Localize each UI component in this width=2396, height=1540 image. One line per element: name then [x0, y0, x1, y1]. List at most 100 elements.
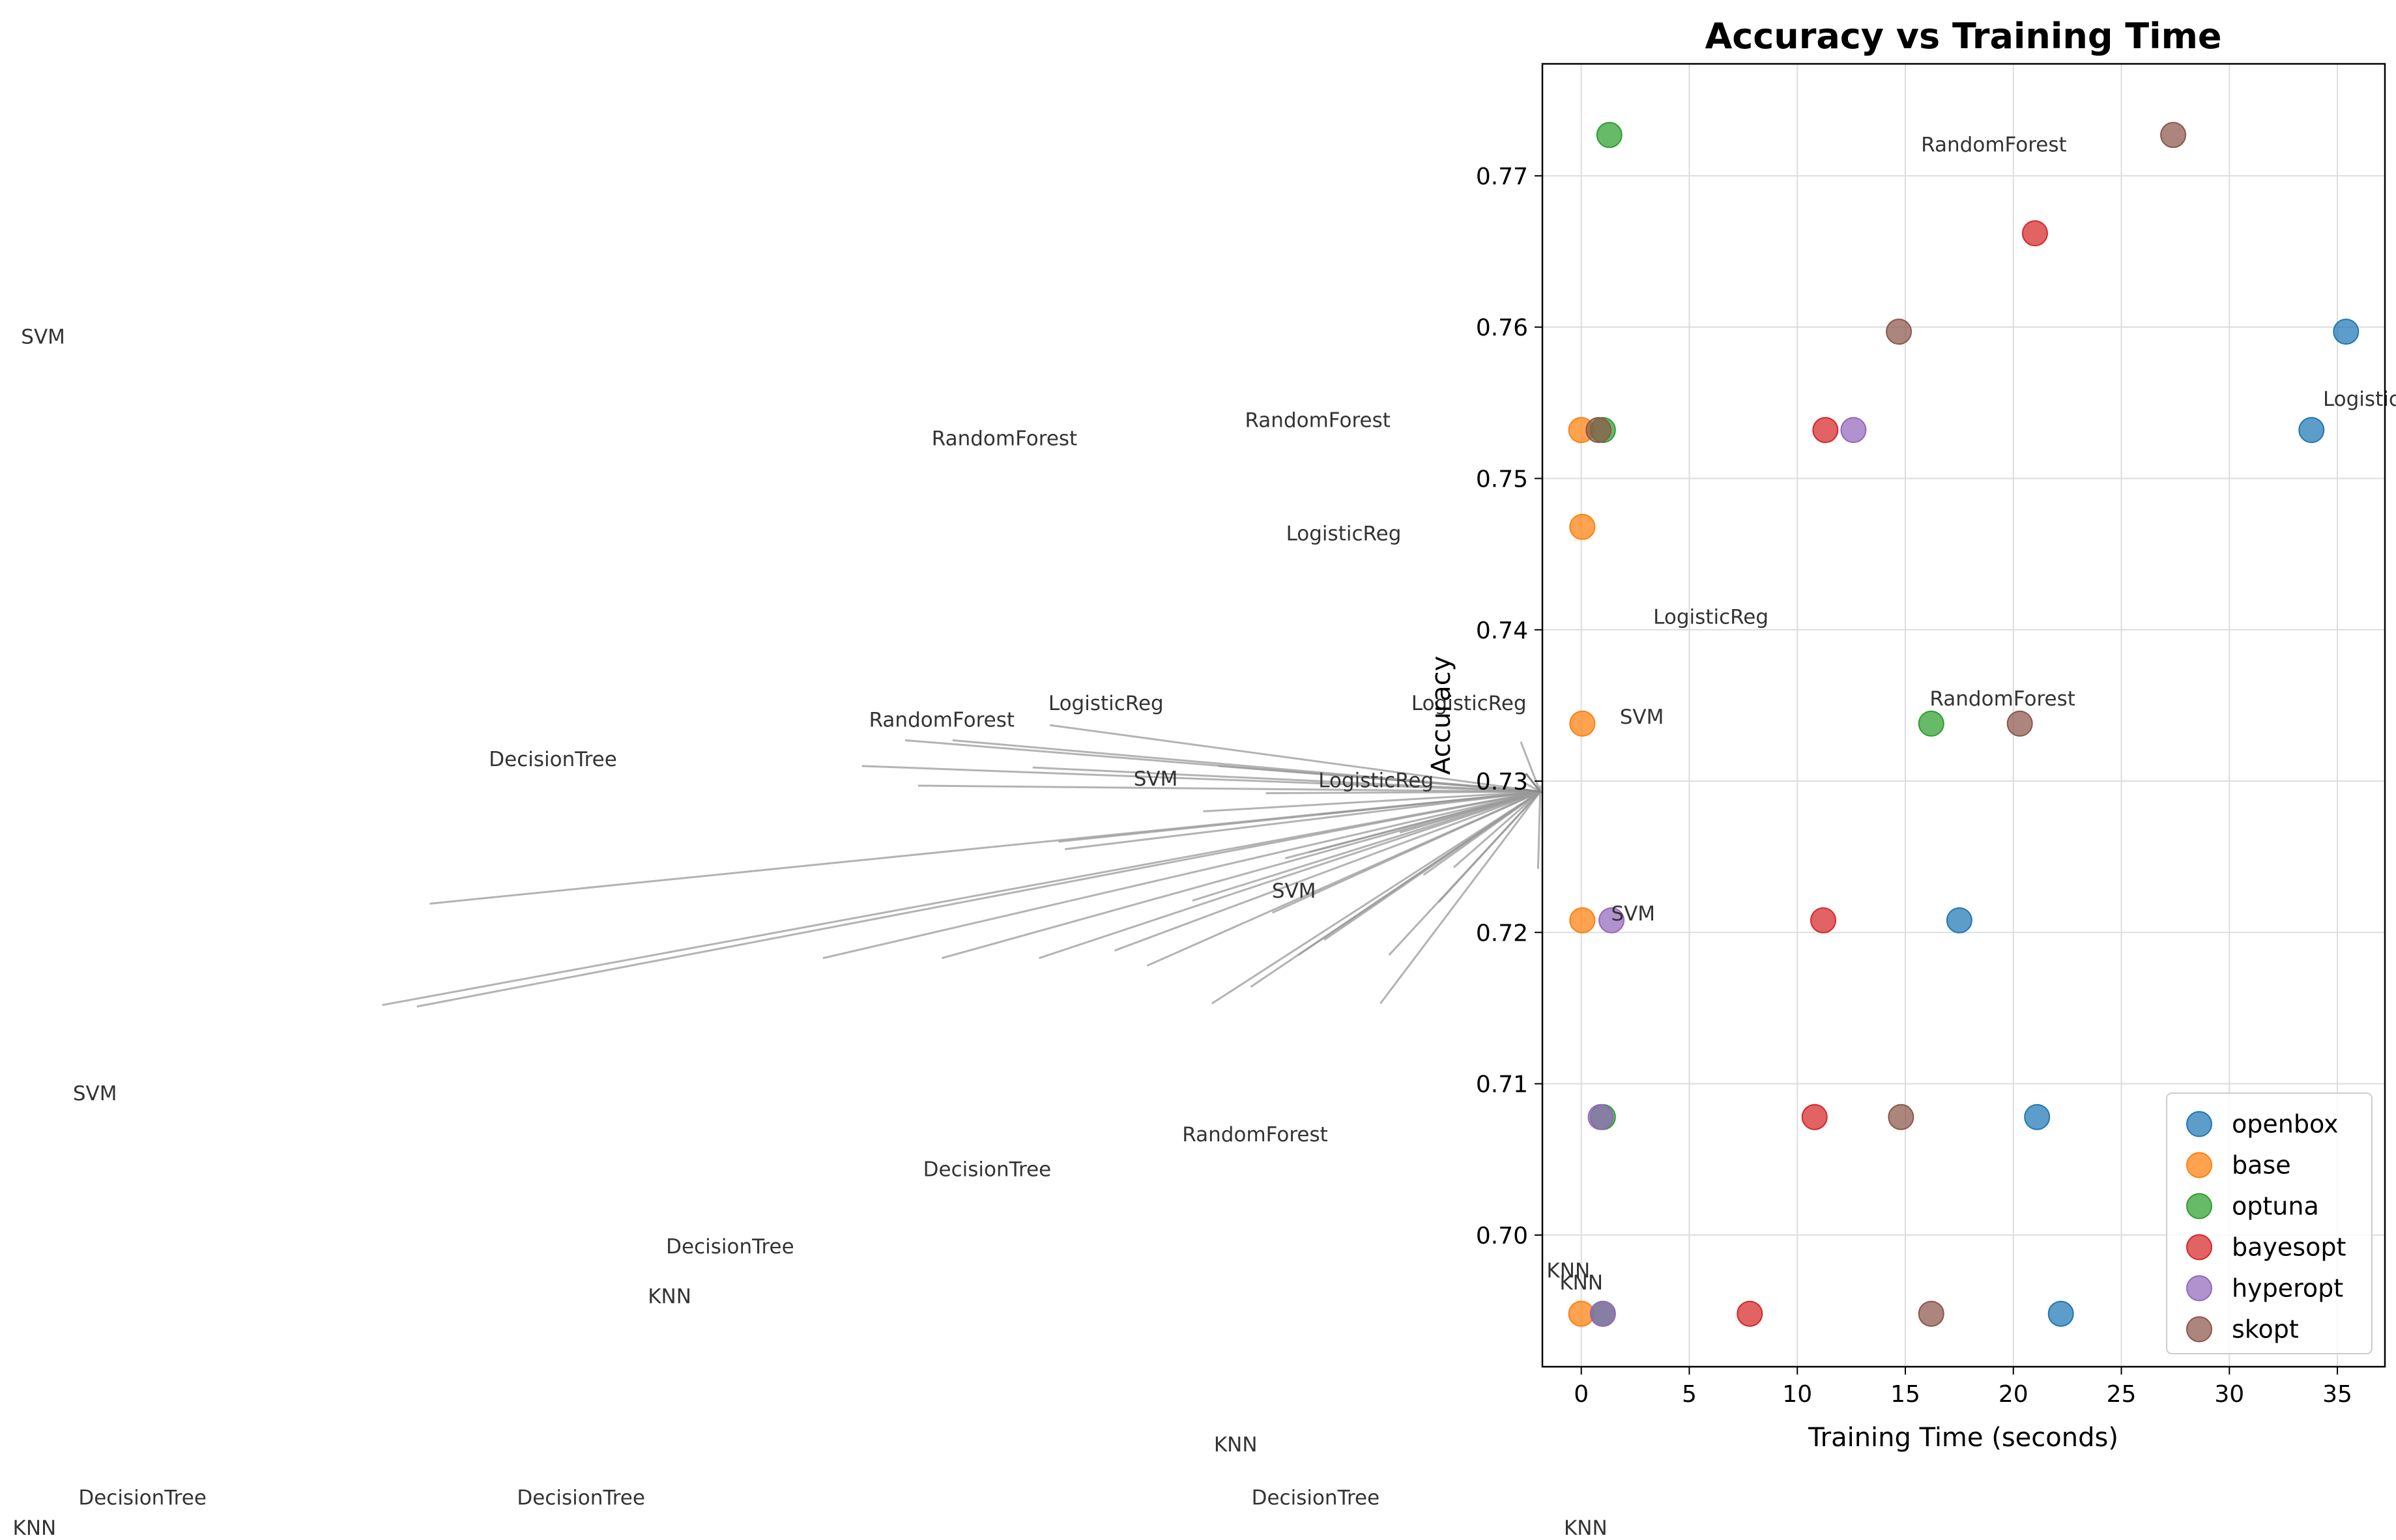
annotation-label: LogisticReg — [1411, 692, 1527, 715]
annotation-arrow — [1320, 790, 1540, 816]
scatter-point-skopt — [2006, 710, 2033, 737]
y-tick-label: 0.71 — [1476, 1072, 1528, 1098]
y-tick-label: 0.74 — [1476, 618, 1528, 644]
annotation-arrow — [1297, 791, 1541, 956]
annotation-arrow — [1192, 790, 1541, 902]
x-axis-label: Training Time (seconds) — [1808, 1423, 2118, 1453]
annotation-arrow — [1399, 790, 1541, 834]
annotation-label: DecisionTree — [489, 748, 617, 771]
scatter-point-hyperopt — [1589, 1300, 1616, 1327]
scatter-point-skopt — [1886, 319, 1912, 345]
y-axis-label: Accuracy — [1426, 656, 1456, 775]
annotation-arrow — [1518, 778, 1541, 793]
annotation-label: LogisticReg — [2323, 388, 2396, 411]
arrow-head — [1520, 773, 1543, 793]
y-tick-label: 0.77 — [1476, 164, 1528, 190]
annotation-arrow — [822, 790, 1541, 960]
annotation-arrow — [1065, 790, 1540, 851]
scatter-point-skopt — [1918, 1300, 1944, 1327]
y-tick-label: 0.70 — [1476, 1223, 1528, 1249]
annotation-arrow — [1218, 765, 1540, 793]
x-tick-label: 5 — [1682, 1381, 1697, 1408]
annotation-label: KNN — [1564, 1517, 1608, 1540]
scatter-point-openbox — [2047, 1300, 2074, 1327]
annotation-label: LogisticReg — [1048, 692, 1164, 715]
scatter-point-base — [1569, 907, 1596, 934]
legend-label-openbox: openbox — [2232, 1110, 2339, 1139]
legend-label-base: base — [2232, 1151, 2291, 1180]
y-tick-label: 0.72 — [1476, 920, 1528, 947]
legend-label-skopt: skopt — [2232, 1315, 2299, 1344]
chart-title: Accuracy vs Training Time — [1705, 16, 2221, 57]
scatter-point-skopt — [1888, 1104, 1914, 1130]
annotation-arrow — [1039, 790, 1541, 960]
scatter-point-base — [1569, 513, 1596, 540]
annotation-arrow — [416, 790, 1540, 1008]
plot-frame — [1541, 63, 2386, 1368]
scatter-point-bayesopt — [1737, 1300, 1763, 1327]
x-tick-label: 20 — [1999, 1381, 2028, 1408]
annotation-arrows — [382, 724, 1543, 1008]
legend-marker-base — [2186, 1152, 2212, 1178]
annotation-arrow — [382, 790, 1540, 1006]
annotation-arrow — [941, 790, 1541, 960]
annotation-label: RandomForest — [1921, 134, 2066, 157]
x-tick-label: 25 — [2107, 1381, 2137, 1408]
legend: openbox base optuna bayesopt hyperopt skopt — [2166, 1092, 2373, 1354]
annotation-label: RandomForest — [869, 708, 1015, 732]
annotation-arrow — [917, 784, 1540, 793]
annotation-arrow — [1032, 766, 1540, 793]
scatter-point-skopt — [2160, 122, 2187, 149]
annotation-label: RandomForest — [1182, 1123, 1327, 1147]
annotation-arrow — [1049, 724, 1540, 793]
annotation-label: DecisionTree — [1252, 1486, 1380, 1509]
annotation-label: DecisionTree — [517, 1486, 645, 1509]
x-tick-label: 0 — [1574, 1381, 1589, 1408]
annotation-arrow — [1114, 790, 1541, 952]
annotation-label: SVM — [73, 1082, 117, 1105]
legend-label-bayesopt: bayesopt — [2232, 1233, 2346, 1262]
annotation-arrow — [1520, 741, 1542, 792]
annotation-arrow — [1437, 791, 1541, 903]
scatter-point-bayesopt — [1812, 417, 1839, 444]
scatter-points — [1568, 122, 2360, 1327]
annotation-arrow — [1379, 791, 1541, 1005]
annotation-label: DecisionTree — [666, 1235, 794, 1259]
annotation-label: DecisionTree — [78, 1486, 207, 1509]
scatter-point-openbox — [2333, 319, 2360, 345]
legend-marker-hyperopt — [2186, 1275, 2212, 1302]
x-axis-ticks: 0 5 10 15 20 25 30 35 — [1574, 1367, 2352, 1408]
legend-label-optuna: optuna — [2232, 1192, 2319, 1221]
x-tick-label: 15 — [1890, 1381, 1920, 1408]
scatter-point-skopt — [1585, 417, 1612, 444]
x-tick-label: 35 — [2322, 1381, 2352, 1408]
legend-marker-skopt — [2186, 1316, 2212, 1343]
annotation-arrow — [1271, 790, 1541, 914]
annotation-label: RandomForest — [1245, 408, 1390, 432]
point-annotations: RandomForest LogisticReg LogisticReg Random… — [13, 134, 2396, 1540]
annotation-arrow — [1422, 791, 1541, 876]
annotation-label: KNN — [13, 1517, 57, 1540]
annotation-label: RandomForest — [932, 427, 1077, 450]
x-tick-label: 10 — [1782, 1381, 1812, 1408]
legend-marker-bayesopt — [2186, 1234, 2212, 1261]
scatter-point-hyperopt — [1840, 417, 1867, 444]
annotation-arrow — [1203, 790, 1540, 813]
annotation-label: KNN — [1559, 1272, 1603, 1295]
annotation-label: KNN — [1546, 1259, 1590, 1283]
scatter-point-hyperopt — [1587, 1104, 1614, 1130]
annotation-label: DecisionTree — [923, 1158, 1052, 1181]
annotation-label: SVM — [1272, 879, 1316, 903]
scatter-point-bayesopt — [1810, 907, 1836, 934]
scatter-point-base — [1569, 710, 1596, 737]
annotation-label: SVM — [1611, 902, 1655, 926]
annotation-label: KNN — [1214, 1433, 1258, 1457]
scatter-point-hyperopt — [1598, 907, 1625, 934]
y-axis-ticks: 0.70 0.71 0.72 0.73 0.74 0.75 0.76 0.77 — [1476, 164, 1542, 1249]
annotation-label: SVM — [1134, 767, 1178, 791]
annotation-label: LogisticReg — [1318, 769, 1434, 792]
legend-label-hyperopt: hyperopt — [2232, 1274, 2343, 1303]
annotation-label: RandomForest — [1929, 687, 2075, 711]
x-tick-label: 30 — [2214, 1381, 2244, 1408]
legend-marker-optuna — [2186, 1193, 2212, 1219]
